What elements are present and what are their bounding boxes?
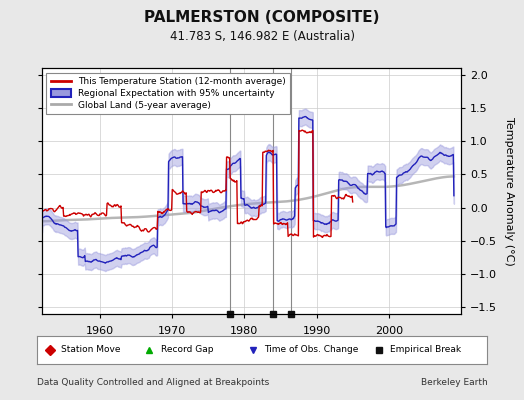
Text: 41.783 S, 146.982 E (Australia): 41.783 S, 146.982 E (Australia)	[169, 30, 355, 43]
Legend: This Temperature Station (12-month average), Regional Expectation with 95% uncer: This Temperature Station (12-month avera…	[47, 72, 290, 114]
Text: Empirical Break: Empirical Break	[390, 346, 462, 354]
Text: 1970: 1970	[158, 326, 186, 336]
Text: PALMERSTON (COMPOSITE): PALMERSTON (COMPOSITE)	[144, 10, 380, 25]
Text: 1980: 1980	[230, 326, 258, 336]
Text: 2000: 2000	[375, 326, 403, 336]
Text: Time of Obs. Change: Time of Obs. Change	[264, 346, 358, 354]
Y-axis label: Temperature Anomaly (°C): Temperature Anomaly (°C)	[504, 117, 514, 265]
Text: 1990: 1990	[302, 326, 331, 336]
Text: Record Gap: Record Gap	[160, 346, 213, 354]
Text: Station Move: Station Move	[61, 346, 121, 354]
Text: Data Quality Controlled and Aligned at Breakpoints: Data Quality Controlled and Aligned at B…	[37, 378, 269, 387]
Text: Berkeley Earth: Berkeley Earth	[421, 378, 487, 387]
Text: 1960: 1960	[86, 326, 114, 336]
